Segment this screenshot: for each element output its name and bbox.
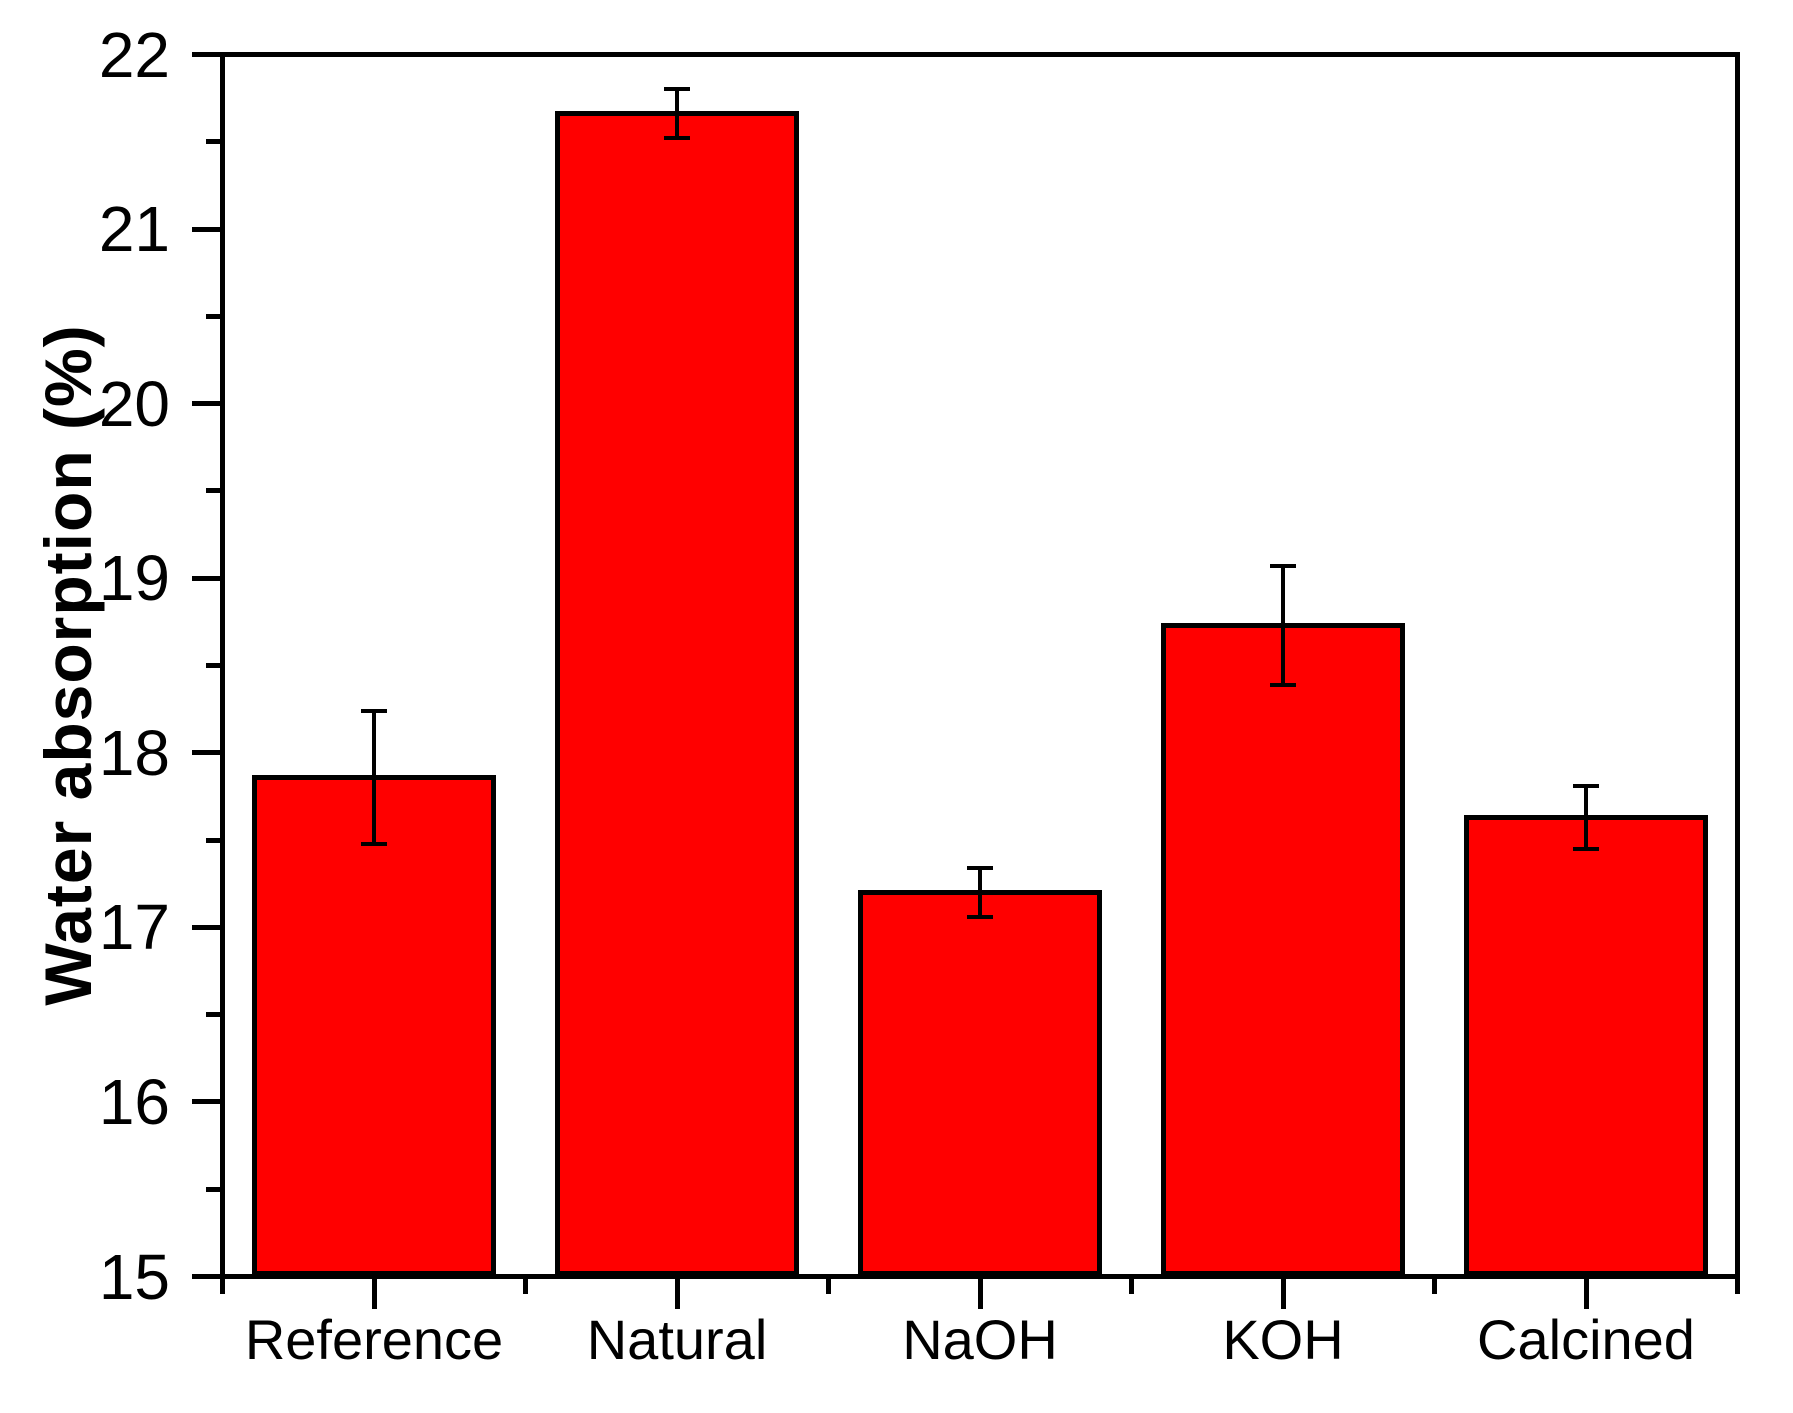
x-axis-major-tick	[371, 1279, 377, 1309]
y-axis-major-tick	[192, 750, 220, 756]
y-axis-major-tick	[192, 575, 220, 581]
error-bar-top-cap	[1270, 563, 1296, 568]
y-axis-minor-tick	[206, 1012, 220, 1018]
y-axis-tick-label: 18	[98, 716, 170, 789]
error-bar-line-calcined	[1584, 785, 1588, 849]
error-bar-bottom-cap	[967, 914, 993, 919]
bar-naoh	[858, 889, 1102, 1277]
y-axis-major-tick	[192, 226, 220, 232]
error-bar-line-naoh	[978, 868, 982, 917]
x-axis-major-tick	[977, 1279, 983, 1309]
y-axis-tick-label: 21	[98, 193, 170, 266]
x-axis-major-tick	[1583, 1279, 1589, 1309]
x-axis-category-label-reference: Reference	[244, 1308, 504, 1371]
y-axis-minor-tick	[206, 139, 220, 145]
x-axis-category-label-naoh: NaOH	[902, 1308, 1058, 1371]
y-axis-major-tick	[192, 1099, 220, 1105]
y-axis-major-tick	[192, 52, 220, 57]
x-axis-minor-tick	[1129, 1279, 1134, 1294]
y-axis-major-tick	[192, 924, 220, 930]
error-bar-line-natural	[675, 89, 679, 139]
error-bar-bottom-cap	[664, 136, 690, 141]
x-axis-minor-tick	[220, 1279, 225, 1294]
y-axis-tick-label: 20	[98, 367, 170, 440]
error-bar-line-reference	[372, 710, 376, 844]
y-axis-major-tick	[192, 1274, 220, 1279]
y-axis-major-tick	[192, 401, 220, 407]
y-axis-tick-label: 17	[98, 891, 170, 964]
error-bar-top-cap	[1573, 783, 1599, 788]
error-bar-bottom-cap	[1270, 682, 1296, 687]
y-axis-tick-label: 16	[98, 1065, 170, 1138]
y-axis-minor-tick	[206, 837, 220, 843]
x-axis-major-tick	[674, 1279, 680, 1309]
x-axis-major-tick	[1280, 1279, 1286, 1309]
y-axis-minor-tick	[206, 488, 220, 494]
bar-koh	[1161, 622, 1405, 1277]
y-axis-tick-label: 15	[98, 1240, 170, 1313]
x-axis-category-label-calcined: Calcined	[1477, 1308, 1695, 1371]
x-axis-category-label-koh: KOH	[1222, 1308, 1344, 1371]
bar-reference	[252, 774, 496, 1277]
error-bar-line-koh	[1281, 565, 1285, 685]
x-axis-minor-tick	[523, 1279, 528, 1294]
bar-calcined	[1464, 814, 1708, 1277]
error-bar-top-cap	[361, 708, 387, 713]
y-axis-tick-label: 19	[98, 542, 170, 615]
error-bar-top-cap	[664, 87, 690, 92]
bar-natural	[555, 111, 799, 1277]
error-bar-bottom-cap	[361, 841, 387, 846]
y-axis-tick-label: 22	[98, 18, 170, 91]
y-axis-minor-tick	[206, 663, 220, 668]
x-axis-minor-tick	[1735, 1279, 1740, 1294]
error-bar-bottom-cap	[1573, 846, 1599, 851]
x-axis-category-label-natural: Natural	[586, 1308, 768, 1371]
error-bar-top-cap	[967, 866, 993, 870]
y-axis-minor-tick	[206, 313, 220, 319]
y-axis-minor-tick	[206, 1186, 220, 1192]
x-axis-minor-tick	[826, 1279, 831, 1294]
x-axis-minor-tick	[1432, 1279, 1437, 1294]
plot-area-frame	[220, 52, 1740, 1279]
